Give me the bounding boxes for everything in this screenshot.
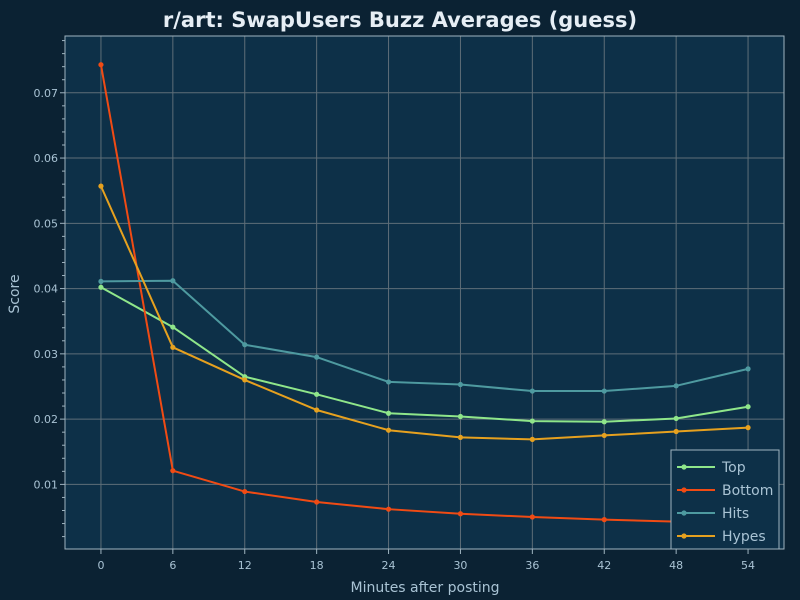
data-point-bottom xyxy=(457,511,464,517)
data-point-hits xyxy=(457,381,464,388)
data-point-hits xyxy=(170,278,176,284)
data-point-hits xyxy=(673,383,679,389)
data-point-hypes xyxy=(170,344,176,350)
y-tick-label: 0.02 xyxy=(34,413,59,426)
data-point-hypes xyxy=(745,425,751,431)
data-point-bottom xyxy=(385,506,392,512)
data-point-hypes xyxy=(242,377,248,383)
data-point-hits xyxy=(601,388,607,394)
data-point-hypes xyxy=(673,428,679,435)
data-point-hypes xyxy=(457,434,464,440)
series-line-bottom xyxy=(99,64,749,525)
legend-label-top: Top xyxy=(721,460,746,476)
y-tick-label: 0.01 xyxy=(34,478,59,491)
series-line-hits xyxy=(100,279,749,393)
legend-marker-hits xyxy=(681,510,687,516)
legend-label-hits: Hits xyxy=(722,506,749,522)
legend-marker-top xyxy=(681,464,687,470)
x-tick-label: 36 xyxy=(525,559,539,572)
series-line-top xyxy=(100,286,749,423)
x-tick-label: 42 xyxy=(597,559,611,572)
data-point-bottom xyxy=(98,62,104,68)
legend-marker-bottom xyxy=(681,487,687,493)
grid xyxy=(65,36,784,549)
y-tick-label: 0.06 xyxy=(34,152,59,165)
chart-title: r/art: SwapUsers Buzz Averages (guess) xyxy=(163,8,637,32)
x-tick-label: 6 xyxy=(169,559,176,572)
y-tick-label: 0.07 xyxy=(34,87,59,100)
data-point-hypes xyxy=(529,436,535,442)
data-point-top xyxy=(457,413,464,420)
data-point-hits xyxy=(385,379,392,385)
legend-marker-hypes xyxy=(681,533,687,539)
y-tick-label: 0.04 xyxy=(34,283,59,296)
x-tick-label: 0 xyxy=(97,559,104,572)
data-point-top xyxy=(385,410,392,416)
data-point-top xyxy=(170,324,176,330)
y-tick-label: 0.03 xyxy=(34,348,59,361)
legend-label-hypes: Hypes xyxy=(722,529,766,545)
data-point-top xyxy=(601,419,607,425)
legend-item-top: Top xyxy=(677,460,746,476)
data-point-top xyxy=(98,284,104,290)
data-point-top xyxy=(314,391,320,397)
plot-frame xyxy=(64,35,785,550)
data-point-hits xyxy=(529,388,535,394)
data-point-hypes xyxy=(601,432,607,439)
x-axis-label: Minutes after posting xyxy=(350,580,499,596)
data-point-hypes xyxy=(385,427,392,433)
data-point-bottom xyxy=(314,499,320,505)
y-axis-label: Score xyxy=(7,274,23,313)
x-tick-label: 30 xyxy=(453,559,467,572)
legend-item-bottom: Bottom xyxy=(677,483,773,499)
data-point-bottom xyxy=(529,514,535,520)
y-tick-label: 0.05 xyxy=(34,217,59,230)
x-tick-label: 48 xyxy=(669,559,683,572)
x-tick-label: 54 xyxy=(741,559,755,572)
x-tick-label: 12 xyxy=(238,559,252,572)
data-point-hits xyxy=(314,354,320,360)
data-point-hits xyxy=(242,342,248,348)
data-point-top xyxy=(673,415,679,422)
data-point-bottom xyxy=(170,468,176,474)
legend: Top Bottom Hits Hypes xyxy=(670,449,780,550)
legend-item-hits: Hits xyxy=(677,506,749,522)
series-hits xyxy=(98,278,751,394)
series-line-hypes xyxy=(100,185,749,441)
legend-item-hypes: Hypes xyxy=(677,529,766,545)
data-point-bottom xyxy=(601,517,607,523)
x-axis-ticks: 0 6 12 18 24 30 36 42 48 54 xyxy=(97,549,755,572)
x-tick-label: 18 xyxy=(310,559,324,572)
data-point-hits xyxy=(745,366,751,372)
x-tick-label: 24 xyxy=(382,559,396,572)
data-point-hypes xyxy=(98,183,104,189)
series-top xyxy=(98,284,751,425)
data-point-hypes xyxy=(314,407,320,413)
data-point-hits xyxy=(98,278,104,285)
data-point-top xyxy=(529,418,535,424)
y-axis-ticks: 0.01 0.02 0.03 0.04 0.05 0.06 0.07 xyxy=(34,87,65,491)
series-hypes xyxy=(98,183,751,442)
data-point-top xyxy=(745,404,751,410)
data-point-bottom xyxy=(242,488,248,495)
legend-label-bottom: Bottom xyxy=(722,483,773,499)
series-layer xyxy=(98,62,751,527)
